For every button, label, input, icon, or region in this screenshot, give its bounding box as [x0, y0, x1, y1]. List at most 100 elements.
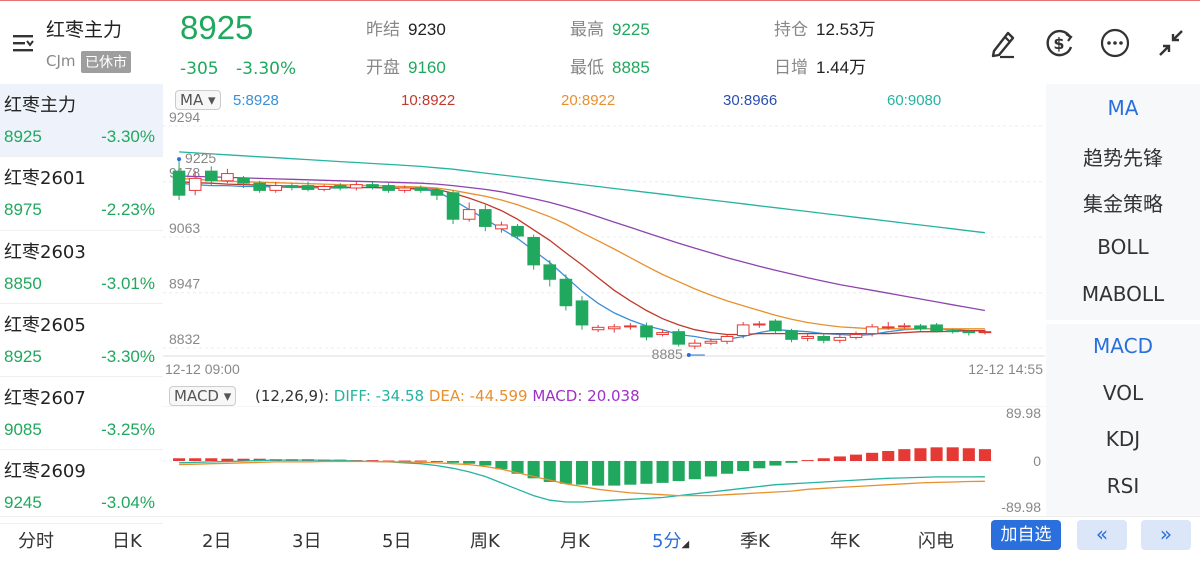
contract-item-name: 红枣2607 [4, 388, 86, 410]
contract-item[interactable]: 红枣2605 8925 -3.30% [0, 304, 163, 378]
macd-bar [688, 461, 701, 480]
candle-body [382, 185, 395, 191]
ma-select-button[interactable]: MA ▾ [175, 90, 221, 110]
contract-item[interactable]: 红枣2609 9245 -3.04% [0, 450, 163, 524]
more-icon[interactable] [1098, 25, 1132, 61]
candle [398, 185, 412, 193]
indicator-ma[interactable]: MA [1107, 96, 1139, 120]
macd-bar [898, 449, 911, 461]
next-contract-button[interactable]: » [1141, 520, 1191, 550]
open-label: 开盘 [366, 58, 400, 78]
candle-body [962, 331, 976, 334]
menu-icon[interactable] [10, 31, 38, 55]
contract-item[interactable]: 红枣主力 8925 -3.30% [0, 84, 163, 158]
candle [285, 183, 299, 191]
period-3day[interactable]: 3日 [292, 531, 322, 552]
macd-bar [592, 461, 605, 486]
candle [946, 328, 960, 334]
candle-body [237, 177, 250, 184]
candle-body [704, 340, 718, 344]
contract-item[interactable]: 红枣2603 8850 -3.01% [0, 231, 163, 304]
low-marker-dot [686, 352, 691, 357]
contract-item-pct: -3.25% [101, 420, 155, 440]
prev-contract-button[interactable]: « [1077, 520, 1127, 550]
period-2day[interactable]: 2日 [202, 531, 232, 552]
macd-tick-label: 0 [1033, 453, 1041, 469]
candle [898, 323, 911, 329]
period-5min-label: 5分 [652, 531, 682, 552]
macd-select-button[interactable]: MACD ▾ [169, 386, 237, 406]
macd-bar [559, 461, 572, 484]
candle [382, 183, 395, 193]
indicator-trend[interactable]: 趋势先锋 [1083, 146, 1163, 170]
candle-body [978, 331, 992, 334]
indicator-vol[interactable]: VOL [1102, 381, 1144, 405]
draw-pen-icon[interactable] [986, 25, 1020, 61]
macd-bar [189, 458, 202, 461]
indicator-kdj[interactable]: KDJ [1105, 427, 1141, 451]
macd-bar [930, 447, 943, 461]
contract-list: 红枣主力 8925 -3.30% 红枣2601 8975 -2.23% 红枣2603… [0, 84, 163, 524]
indicator-macd[interactable]: MACD [1093, 334, 1153, 358]
candle [736, 322, 750, 339]
period-quarter[interactable]: 季K [740, 531, 770, 552]
contract-item-price: 9085 [4, 420, 42, 440]
open-interest-label: 持仓 [774, 20, 808, 40]
indicator-boll[interactable]: BOLL [1097, 235, 1149, 259]
ma60-line [179, 151, 985, 234]
price-change-percent: -3.30% [236, 59, 297, 79]
contract-item-pct: -3.04% [101, 493, 155, 513]
indicator-fund[interactable]: 集金策略 [1083, 192, 1163, 216]
candle [333, 183, 347, 191]
candle-body [253, 182, 266, 191]
corner-triangle-icon: ◢ [681, 539, 690, 550]
indicator-maboll[interactable]: MABOLL [1081, 282, 1165, 306]
ma60-value: 60:9080 [887, 92, 942, 109]
candle-body [914, 325, 927, 330]
collapse-icon[interactable] [1154, 25, 1188, 61]
chart-area: MA ▾ 5:8928 10:8922 20:8922 30:8966 60:9… [163, 84, 1045, 516]
macd-chart[interactable]: 89.98 0 -89.98 [163, 406, 1045, 514]
macd-bar [946, 447, 959, 461]
quote-header: 红枣主力 CJm 已休市 8925 -305 -3.30% 昨结 9230 开盘 9… [0, 0, 1200, 84]
macd-bar [463, 461, 476, 464]
candle-body [559, 278, 573, 307]
macd-bar [882, 450, 895, 461]
add-watchlist-button[interactable]: 加自选 [991, 520, 1061, 550]
macd-bar [511, 461, 524, 474]
period-year[interactable]: 年K [830, 531, 860, 552]
ma20-line [179, 177, 985, 330]
candle-body [833, 336, 847, 341]
candle-body [865, 326, 879, 335]
contract-item[interactable]: 红枣2607 9085 -3.25% [0, 377, 163, 451]
x-start-label: 12-12 09:00 [165, 361, 240, 377]
candle-body [930, 324, 943, 332]
period-week[interactable]: 周K [470, 531, 500, 552]
contract-item-name: 红枣2601 [4, 168, 86, 190]
candle-body [769, 320, 782, 332]
indicator-rsi[interactable]: RSI [1106, 474, 1140, 498]
candle [543, 260, 557, 287]
low-label: 最低 [570, 58, 604, 78]
period-5min[interactable]: 5分◢ [652, 527, 689, 553]
contract-item-price: 8925 [4, 346, 42, 366]
period-flash[interactable]: 闪电 [918, 531, 954, 552]
trade-dollar-icon[interactable]: $ [1042, 25, 1076, 61]
macd-bar [430, 461, 443, 462]
candle [366, 181, 379, 190]
candle [801, 333, 814, 342]
candle [575, 296, 589, 330]
y-tick-label: 9294 [169, 112, 200, 125]
macd-bar [608, 461, 621, 486]
candle [269, 181, 283, 193]
contract-item-pct: -2.23% [101, 200, 155, 220]
contract-item[interactable]: 红枣2601 8975 -2.23% [0, 157, 163, 231]
period-month[interactable]: 月K [560, 531, 590, 552]
period-intraday[interactable]: 分时 [18, 531, 54, 552]
period-5day[interactable]: 5日 [382, 531, 412, 552]
candle [172, 159, 186, 200]
candle [446, 190, 460, 225]
period-day[interactable]: 日K [112, 531, 142, 552]
candle-body [607, 326, 621, 330]
